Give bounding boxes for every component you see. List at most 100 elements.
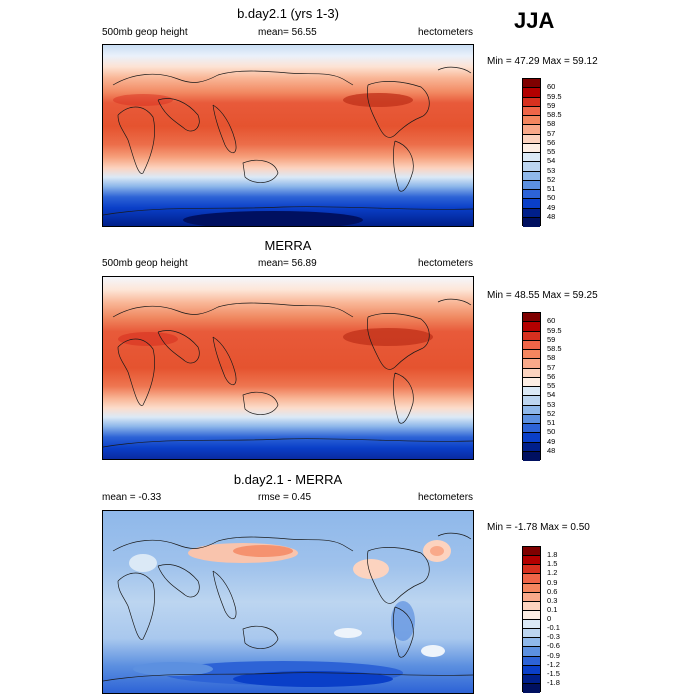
colorbar-swatch xyxy=(523,125,540,135)
colorbar-swatch xyxy=(523,629,540,639)
colorbar-label: 60 xyxy=(547,82,556,92)
panel2-field-label: 500mb geop height xyxy=(102,258,188,269)
colorbar-swatch xyxy=(523,368,540,378)
panel3-diff-svg xyxy=(103,511,473,693)
colorbar-label: 54 xyxy=(547,390,556,400)
colorbar-swatch xyxy=(523,442,540,452)
colorbar-label: -0.3 xyxy=(547,632,560,642)
colorbar-swatch xyxy=(523,106,540,116)
panel3-units: hectometers xyxy=(418,492,474,503)
colorbar-swatch xyxy=(523,340,540,350)
colorbar-label: 52 xyxy=(547,408,556,418)
colorbar-swatch xyxy=(523,556,540,566)
colorbar-label: 60 xyxy=(547,316,556,326)
panel1-field-svg xyxy=(103,45,473,226)
colorbar-swatch xyxy=(523,359,540,369)
panel1-field-label: 500mb geop height xyxy=(102,27,188,38)
colorbar-swatch xyxy=(523,208,540,218)
colorbar-swatch xyxy=(523,547,540,557)
colorbar-swatch xyxy=(523,674,540,684)
panel2-field-svg xyxy=(103,277,473,459)
panel3-minmax: Min = -1.78 Max = 0.50 xyxy=(487,522,590,533)
colorbar-swatch xyxy=(523,190,540,200)
colorbar-label: 48 xyxy=(547,445,556,455)
panel1-map xyxy=(102,44,474,227)
colorbar-label: 56 xyxy=(547,137,556,147)
colorbar-swatch xyxy=(523,331,540,341)
colorbar-swatch xyxy=(523,199,540,209)
colorbar-label: 0.6 xyxy=(547,586,558,596)
colorbar-label: 49 xyxy=(547,202,556,212)
panel2-units: hectometers xyxy=(418,258,474,269)
colorbar-label: 49 xyxy=(547,436,556,446)
colorbar-swatch xyxy=(523,88,540,98)
colorbar-swatch xyxy=(523,592,540,602)
colorbar-swatch xyxy=(523,313,540,323)
colorbar-label: -1.2 xyxy=(547,659,560,669)
panel1-units: hectometers xyxy=(418,27,474,38)
colorbar-label: 59.5 xyxy=(547,91,562,101)
colorbar-label: -0.9 xyxy=(547,650,560,660)
panel1-title: b.day2.1 (yrs 1-3) xyxy=(237,6,339,21)
colorbar-swatch xyxy=(523,647,540,657)
colorbar-swatch xyxy=(523,656,540,666)
panel2-title: MERRA xyxy=(264,238,312,253)
colorbar-label: -1.5 xyxy=(547,668,560,678)
colorbar-swatch xyxy=(523,601,540,611)
colorbar-label: 58.5 xyxy=(547,344,562,353)
colorbar-label: 57 xyxy=(547,128,556,138)
colorbar-swatch xyxy=(523,414,540,424)
colorbar-swatch xyxy=(523,583,540,593)
panel3-rmse: rmse = 0.45 xyxy=(258,492,312,503)
colorbar-label: 1.2 xyxy=(547,568,558,578)
colorbar-label: -0.6 xyxy=(547,641,560,651)
colorbar-label: 55 xyxy=(547,381,556,390)
colorbar-label: 59 xyxy=(547,100,556,110)
colorbar-swatch xyxy=(523,143,540,153)
colorbar-swatch xyxy=(523,620,540,630)
colorbar-swatch xyxy=(523,171,540,181)
panel3-map xyxy=(102,510,474,694)
colorbar-swatch xyxy=(523,451,540,461)
colorbar-swatch xyxy=(523,79,540,89)
panel3-title: b.day2.1 - MERRA xyxy=(233,472,343,487)
colorbar-label: 58 xyxy=(547,353,556,363)
colorbar-label: 50 xyxy=(547,427,556,437)
colorbar-label: 0 xyxy=(547,614,552,623)
colorbar-swatch xyxy=(523,424,540,434)
colorbar-label: 57 xyxy=(547,362,556,372)
colorbar-swatch xyxy=(523,396,540,406)
colorbar-swatch xyxy=(523,116,540,126)
colorbar-label: 52 xyxy=(547,174,556,184)
colorbar-swatch xyxy=(523,565,540,575)
colorbar-swatch xyxy=(523,433,540,443)
colorbar-label: -0.1 xyxy=(547,623,560,633)
colorbar-swatch xyxy=(523,377,540,387)
colorbar-swatch xyxy=(523,387,540,397)
colorbar-label: 1.8 xyxy=(547,550,558,560)
colorbar-label: 51 xyxy=(547,184,556,193)
colorbar-label: 59.5 xyxy=(547,325,562,335)
colorbar-swatch xyxy=(523,322,540,332)
colorbar-swatch xyxy=(523,574,540,584)
colorbar-label: 48 xyxy=(547,211,556,221)
colorbar-swatch xyxy=(523,162,540,172)
colorbar-label: 1.5 xyxy=(547,559,558,569)
colorbar-label: 50 xyxy=(547,193,556,203)
colorbar-swatch xyxy=(523,665,540,675)
panel2-mean: mean= 56.89 xyxy=(258,258,317,269)
colorbar-swatch xyxy=(523,153,540,163)
panel1-colorbar xyxy=(522,78,541,227)
colorbar-swatch xyxy=(523,610,540,620)
colorbar-swatch xyxy=(523,217,540,227)
season-label: JJA xyxy=(514,8,555,33)
panel2-colorbar xyxy=(522,312,541,461)
colorbar-swatch xyxy=(523,350,540,360)
colorbar-label: 0.9 xyxy=(547,577,558,587)
panel3-mean: mean = -0.33 xyxy=(102,492,162,503)
colorbar-label: 53 xyxy=(547,399,556,409)
colorbar-swatch xyxy=(523,97,540,107)
panel1-mean: mean= 56.55 xyxy=(258,27,317,38)
colorbar-label: 56 xyxy=(547,371,556,381)
colorbar-label: 58 xyxy=(547,119,556,129)
